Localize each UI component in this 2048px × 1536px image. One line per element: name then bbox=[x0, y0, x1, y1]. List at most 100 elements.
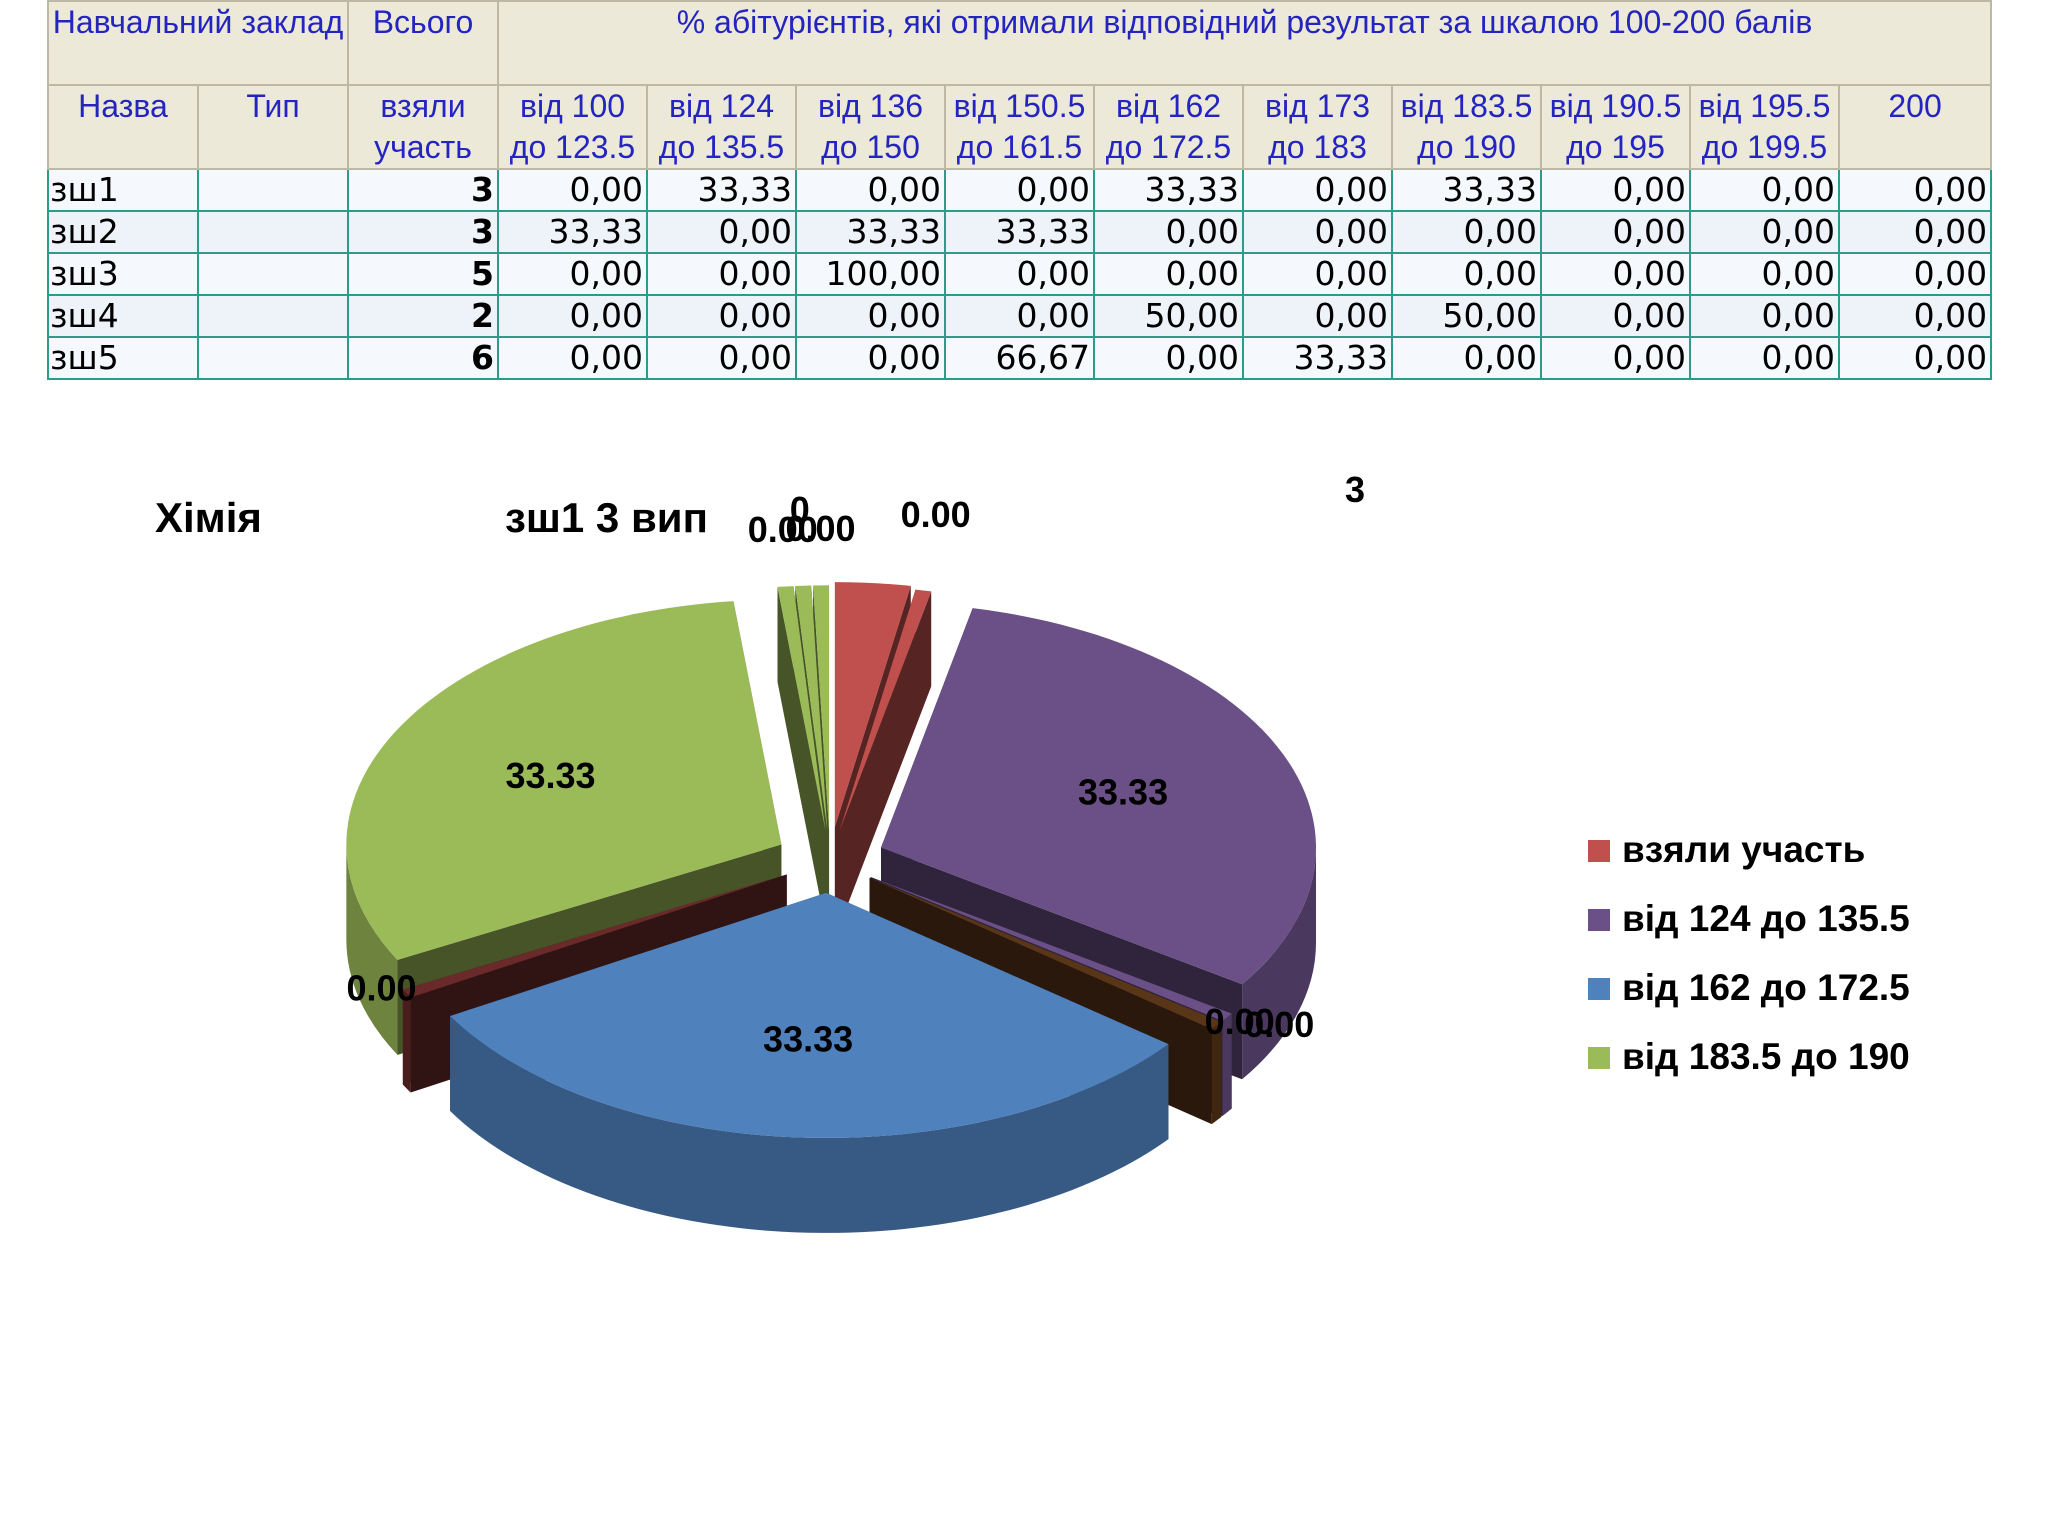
percent-cell: 0,00 bbox=[1242, 168, 1393, 212]
slice-top bbox=[870, 877, 1232, 1022]
percent-cell: 0,00 bbox=[646, 294, 797, 338]
slice-rim bbox=[1222, 1013, 1232, 1117]
table-row: зш3 5 0,00 0,00 100,00 0,00 0,00 0,00 0,00 0,00 0,… bbox=[47, 252, 1993, 296]
legend-swatch bbox=[1588, 909, 1610, 931]
percent-cell: 0,00 bbox=[1540, 252, 1691, 296]
percent-cell: 0,00 bbox=[944, 294, 1095, 338]
participated-cell: 3 bbox=[347, 210, 499, 254]
slice-rim bbox=[1211, 1021, 1222, 1125]
percent-cell: 0,00 bbox=[795, 336, 946, 380]
percent-cell: 0,00 bbox=[795, 168, 946, 212]
percent-cell: 0,00 bbox=[1242, 294, 1393, 338]
slice-top bbox=[795, 585, 828, 831]
header-range: від 183.5 до 190 bbox=[1391, 84, 1542, 170]
pie-chart: 30.0033.330.000.0033.330.0033.330.0000.0… bbox=[155, 469, 1910, 1233]
school-name-cell: зш2 bbox=[47, 210, 199, 254]
header-range: від 173 до 183 bbox=[1242, 84, 1393, 170]
header-range: від 124 до 135.5 bbox=[646, 84, 797, 170]
percent-cell: 0,00 bbox=[1837, 168, 1993, 212]
percent-cell: 0,00 bbox=[1837, 294, 1993, 338]
percent-cell: 0,00 bbox=[497, 168, 648, 212]
percent-cell: 50,00 bbox=[1093, 294, 1244, 338]
table-row: зш5 6 0,00 0,00 0,00 66,67 0,00 33,33 0,00 0,00 0,… bbox=[47, 336, 1993, 380]
table-header-row-1: Навчальний заклад Всього % абітурієнтів,… bbox=[47, 0, 1993, 86]
slice-data-label: 0.00 bbox=[1205, 1001, 1275, 1042]
chart-title: Хімія bbox=[155, 494, 262, 541]
pie-slice bbox=[839, 589, 932, 926]
percent-cell: 0,00 bbox=[1689, 210, 1840, 254]
percent-cell: 0,00 bbox=[1540, 294, 1691, 338]
slice-top bbox=[346, 601, 782, 960]
header-name: Назва bbox=[47, 84, 199, 170]
percent-cell: 0,00 bbox=[1093, 252, 1244, 296]
pie-slice bbox=[777, 586, 826, 926]
percent-cell: 0,00 bbox=[1391, 252, 1542, 296]
slice-rim bbox=[402, 989, 411, 1093]
school-type-cell bbox=[197, 210, 349, 254]
percent-cell: 0,00 bbox=[1837, 210, 1993, 254]
percent-cell: 0,00 bbox=[1837, 336, 1993, 380]
participated-cell: 2 bbox=[347, 294, 499, 338]
school-name-cell: зш1 bbox=[47, 168, 199, 212]
header-range: від 195.5 до 199.5 bbox=[1689, 84, 1840, 170]
percent-cell: 0,00 bbox=[646, 252, 797, 296]
slice-data-label: 33.33 bbox=[1078, 772, 1168, 813]
percent-cell: 0,00 bbox=[497, 336, 648, 380]
school-name-cell: зш4 bbox=[47, 294, 199, 338]
slice-side-wall bbox=[777, 586, 826, 926]
slice-data-label: 0.00 bbox=[786, 508, 856, 549]
slice-top bbox=[869, 877, 1222, 1030]
table-row: зш2 3 33,33 0,00 33,33 33,33 0,00 0,00 0,00 0,00 0… bbox=[47, 210, 1993, 254]
percent-cell: 50,00 bbox=[1391, 294, 1542, 338]
header-range: 200 bbox=[1837, 84, 1993, 170]
school-type-cell bbox=[197, 168, 349, 212]
participated-cell: 6 bbox=[347, 336, 499, 380]
slice-top bbox=[450, 892, 1169, 1138]
percent-cell: 0,00 bbox=[1093, 336, 1244, 380]
percent-cell: 0,00 bbox=[1391, 210, 1542, 254]
pie-slice bbox=[450, 892, 1169, 1233]
slice-data-label: 0.00 bbox=[901, 494, 971, 535]
slice-top bbox=[402, 874, 787, 998]
percent-cell: 0,00 bbox=[1837, 252, 1993, 296]
percent-cell: 0,00 bbox=[1689, 336, 1840, 380]
slice-data-label: 3 bbox=[1345, 469, 1365, 510]
percent-cell: 0,00 bbox=[1689, 294, 1840, 338]
header-type: Тип bbox=[197, 84, 349, 170]
results-table: Навчальний заклад Всього % абітурієнтів,… bbox=[47, 0, 1993, 380]
school-type-cell bbox=[197, 294, 349, 338]
school-name-cell: зш3 bbox=[47, 252, 199, 296]
percent-cell: 100,00 bbox=[795, 252, 946, 296]
slice-top bbox=[834, 582, 911, 828]
slice-top bbox=[777, 586, 826, 831]
percent-cell: 33,33 bbox=[1242, 336, 1393, 380]
header-total: Всього bbox=[347, 0, 499, 86]
percent-cell: 33,33 bbox=[497, 210, 648, 254]
percent-cell: 66,67 bbox=[944, 336, 1095, 380]
slice-data-label: 0.00 bbox=[748, 509, 818, 550]
percent-cell: 0,00 bbox=[944, 252, 1095, 296]
percent-cell: 0,00 bbox=[944, 168, 1095, 212]
legend-label: від 162 до 172.5 bbox=[1622, 967, 1910, 1008]
header-range: від 100 до 123.5 bbox=[497, 84, 648, 170]
school-name-cell: зш5 bbox=[47, 336, 199, 380]
legend-swatch bbox=[1588, 978, 1610, 1000]
percent-cell: 33,33 bbox=[795, 210, 946, 254]
percent-cell: 33,33 bbox=[646, 168, 797, 212]
percent-cell: 0,00 bbox=[1391, 336, 1542, 380]
legend-label: від 183.5 до 190 bbox=[1622, 1036, 1910, 1077]
percent-cell: 0,00 bbox=[1689, 168, 1840, 212]
percent-cell: 0,00 bbox=[497, 294, 648, 338]
school-type-cell bbox=[197, 336, 349, 380]
header-range: від 150.5 до 161.5 bbox=[944, 84, 1095, 170]
slice-top bbox=[881, 608, 1317, 985]
percent-cell: 0,00 bbox=[497, 252, 648, 296]
percent-cell: 33,33 bbox=[1093, 168, 1244, 212]
participated-cell: 3 bbox=[347, 168, 499, 212]
header-percent-caption: % абітурієнтів, які отримали відповідний… bbox=[496, 0, 1993, 86]
slice-rim bbox=[346, 844, 398, 1055]
legend-swatch bbox=[1588, 1047, 1610, 1069]
percent-cell: 0,00 bbox=[1540, 168, 1691, 212]
slice-data-label: 0.00 bbox=[346, 968, 416, 1009]
slice-data-label: 33.33 bbox=[763, 1019, 853, 1060]
